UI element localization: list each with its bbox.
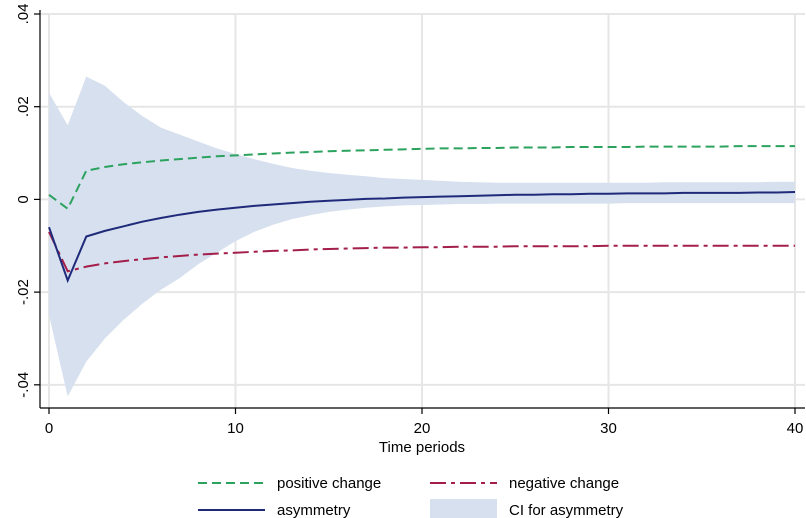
series-line-positive-change [48,145,795,211]
x-tick-label: 30 [600,420,617,437]
x-axis-title: Time periods [379,439,465,456]
legend: positive change negative change asymmetry C… [198,475,624,518]
series-line-negative-change [48,231,795,273]
legend-label-asymmetry: asymmetry [277,502,351,518]
series-line-asymmetry [48,191,796,284]
y-tick-label: -.02 [15,279,32,305]
ci-band-area [49,76,795,397]
ci-band-layer [49,76,795,397]
y-tick-label: 0 [15,195,32,203]
series-layer [48,145,796,284]
x-tick-label: 10 [227,420,244,437]
legend-label-CI-for-asymmetry: CI for asymmetry [509,502,624,518]
x-tick-label: 20 [414,420,431,437]
legend-label-positive-change: positive change [277,475,381,492]
grid [40,13,805,408]
legend-key-CI-for-asymmetry [430,499,497,518]
y-tick-label: .04 [15,4,32,25]
x-tick-label: 0 [45,420,53,437]
y-tick-label: -.04 [15,372,32,398]
axes: 0 10 20 30 40 -.04 -.02 0 .02 .04 [15,4,805,437]
x-tick-label: 40 [787,420,804,437]
legend-label-negative-change: negative change [509,475,619,492]
y-tick-label: .02 [15,96,32,117]
